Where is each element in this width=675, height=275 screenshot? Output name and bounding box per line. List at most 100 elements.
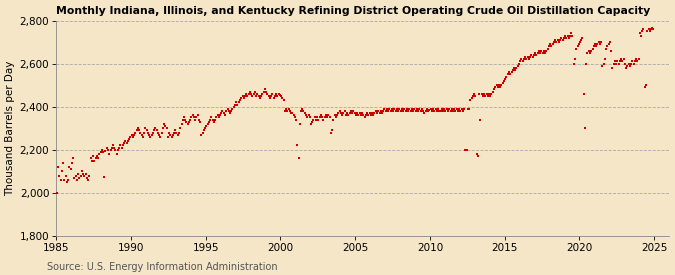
Point <box>128 135 138 139</box>
Point <box>516 57 526 62</box>
Point <box>323 113 334 117</box>
Point <box>271 92 281 96</box>
Point <box>628 61 639 66</box>
Point <box>560 33 570 38</box>
Point <box>74 176 84 180</box>
Point <box>63 178 74 182</box>
Point <box>273 92 284 96</box>
Point <box>153 130 163 135</box>
Point <box>500 76 510 81</box>
Point <box>404 107 415 111</box>
Point <box>132 128 142 133</box>
Point <box>166 135 177 139</box>
Point <box>626 61 637 66</box>
Point <box>100 149 111 153</box>
Point <box>456 107 467 111</box>
Point <box>231 100 242 104</box>
Point <box>466 96 477 100</box>
Point <box>300 113 311 117</box>
Point <box>641 83 651 87</box>
Point <box>501 74 512 79</box>
Point <box>542 46 553 51</box>
Point <box>574 40 585 44</box>
Point <box>59 178 70 182</box>
Point <box>120 139 131 143</box>
Point <box>423 109 433 113</box>
Point <box>97 150 108 154</box>
Point <box>201 124 212 128</box>
Point <box>171 130 182 135</box>
Point <box>363 113 374 117</box>
Point <box>234 98 245 102</box>
Point <box>378 109 389 113</box>
Point <box>522 55 533 59</box>
Point <box>109 145 119 150</box>
Point <box>55 178 66 182</box>
Point <box>161 126 172 130</box>
Point <box>352 111 362 116</box>
Point <box>570 57 580 62</box>
Point <box>449 107 460 111</box>
Point <box>415 109 426 113</box>
Point <box>198 128 209 133</box>
Point <box>443 107 454 111</box>
Point <box>429 109 439 113</box>
Point <box>587 46 598 51</box>
Point <box>589 44 599 49</box>
Point <box>116 145 127 150</box>
Point <box>368 113 379 117</box>
Point <box>105 148 116 152</box>
Point <box>396 109 406 113</box>
Point <box>610 59 620 64</box>
Point <box>165 133 176 137</box>
Point <box>571 46 582 51</box>
Point <box>418 109 429 113</box>
Point <box>607 66 618 70</box>
Point <box>252 92 263 96</box>
Point <box>420 109 431 113</box>
Point <box>318 117 329 122</box>
Point <box>402 107 412 111</box>
Point <box>470 94 481 98</box>
Point <box>595 42 605 46</box>
Point <box>580 61 591 66</box>
Point <box>383 109 394 113</box>
Point <box>138 135 148 139</box>
Point <box>319 115 330 120</box>
Point <box>184 120 194 124</box>
Point <box>185 117 196 122</box>
Point <box>485 94 495 98</box>
Point <box>620 66 631 70</box>
Point <box>549 38 560 42</box>
Point <box>521 57 532 62</box>
Point <box>504 70 514 75</box>
Point <box>313 117 324 122</box>
Point <box>175 126 186 130</box>
Point <box>134 128 144 133</box>
Point <box>431 109 442 113</box>
Point <box>548 40 559 44</box>
Point <box>287 111 298 116</box>
Point <box>309 115 320 120</box>
Point <box>210 117 221 122</box>
Point <box>251 94 262 98</box>
Point <box>265 96 275 100</box>
Point <box>566 31 576 36</box>
Point <box>384 107 395 111</box>
Point <box>540 51 551 55</box>
Point <box>254 96 265 100</box>
Point <box>277 96 288 100</box>
Point <box>308 117 319 122</box>
Point <box>178 115 189 120</box>
Point <box>88 154 99 158</box>
Point <box>414 107 425 111</box>
Point <box>642 29 653 34</box>
Point <box>342 111 352 116</box>
Point <box>250 89 261 94</box>
Point <box>411 107 422 111</box>
Point <box>472 154 483 158</box>
Point <box>601 46 612 51</box>
Point <box>163 135 173 139</box>
Point <box>450 109 461 113</box>
Point <box>146 133 157 137</box>
